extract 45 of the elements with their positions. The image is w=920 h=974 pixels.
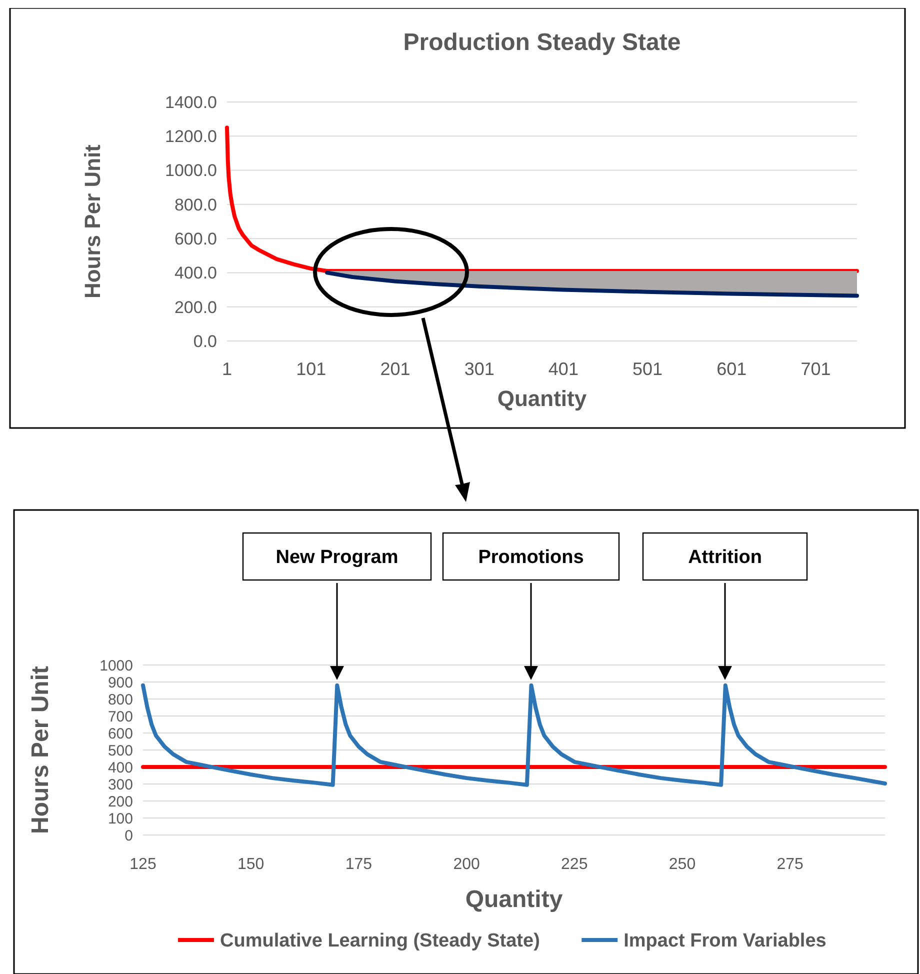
y-tick-label: 400 bbox=[108, 759, 133, 776]
y-tick-label: 1200.0 bbox=[165, 127, 217, 146]
y-tick-label: 200.0 bbox=[174, 298, 217, 317]
y-tick-label: 300 bbox=[108, 776, 133, 794]
x-tick-label: 175 bbox=[345, 856, 372, 873]
y-tick-label: 100 bbox=[108, 810, 133, 828]
x-tick-label: 225 bbox=[561, 856, 588, 873]
x-tick-label: 601 bbox=[716, 359, 747, 379]
x-tick-label: 125 bbox=[130, 856, 156, 873]
y-tick-label: 200 bbox=[108, 793, 133, 810]
line-series bbox=[141, 683, 887, 787]
y-tick-label: 0.0 bbox=[193, 332, 217, 351]
y-tick-label: 500 bbox=[108, 742, 133, 760]
y-tick-label: 1000.0 bbox=[165, 161, 217, 180]
y-tick-label: 700 bbox=[108, 708, 133, 726]
x-tick-label: 275 bbox=[776, 856, 804, 873]
x-tick-label: 250 bbox=[668, 856, 696, 873]
x-tick-label: 401 bbox=[548, 359, 578, 379]
text: Promotions bbox=[478, 547, 584, 568]
x-tick-label: 501 bbox=[632, 359, 663, 379]
text: Attrition bbox=[688, 547, 762, 568]
y-tick-label: 800.0 bbox=[174, 195, 217, 214]
y-tick-label: 600 bbox=[108, 725, 133, 742]
text: New Program bbox=[276, 547, 398, 568]
y-tick-label: 1000 bbox=[100, 657, 133, 674]
x-tick-label: 1 bbox=[222, 359, 232, 379]
y-tick-label: 0 bbox=[124, 827, 133, 844]
y-tick-label: 1400.0 bbox=[165, 92, 217, 112]
x-axis-title: Quantity bbox=[497, 386, 588, 411]
y-axis-title: Hours Per Unit bbox=[27, 666, 54, 834]
x-tick-label: 301 bbox=[464, 359, 494, 379]
y-tick-label: 600.0 bbox=[174, 230, 217, 249]
x-axis-title: Quantity bbox=[465, 886, 564, 913]
y-tick-label: 900 bbox=[108, 674, 133, 692]
legend-label: Impact From Variables bbox=[624, 930, 826, 952]
x-tick-label: 101 bbox=[296, 359, 326, 379]
x-tick-label: 201 bbox=[380, 359, 410, 379]
y-axis-title: Hours Per Unit bbox=[80, 144, 105, 299]
chart-title: Production Steady State bbox=[403, 29, 681, 56]
x-tick-label: 200 bbox=[453, 856, 480, 873]
y-tick-label: 400.0 bbox=[174, 264, 217, 283]
legend-label: Cumulative Learning (Steady State) bbox=[220, 930, 540, 952]
y-tick-label: 800 bbox=[108, 691, 133, 708]
x-tick-label: 701 bbox=[800, 359, 831, 379]
x-tick-label: 150 bbox=[237, 856, 264, 873]
